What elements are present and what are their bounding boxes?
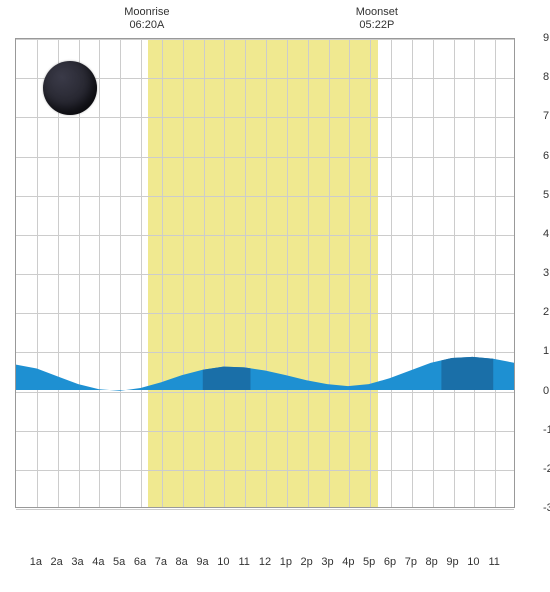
y-tick-label: 2 — [537, 306, 550, 318]
y-tick-label: 1 — [537, 345, 550, 357]
tide-chart: -3-2-101234567891a2a3a4a5a6a7a8a9a101112… — [0, 0, 550, 550]
x-tick-label: 4p — [338, 550, 358, 592]
x-tick-label: 1a — [26, 550, 46, 592]
x-tick-label: 5a — [109, 550, 129, 592]
moonset-title: Moonset — [356, 6, 398, 19]
x-tick-label: 2a — [47, 550, 67, 592]
x-tick-label: 8p — [422, 550, 442, 592]
x-tick-label: 5p — [359, 550, 379, 592]
x-tick-label: 6p — [380, 550, 400, 592]
x-tick-label: 10 — [463, 550, 483, 592]
x-tick-label: 7a — [151, 550, 171, 592]
y-tick-label: 4 — [537, 228, 550, 240]
x-tick-label: 2p — [297, 550, 317, 592]
x-tick-label: 1p — [276, 550, 296, 592]
y-tick-label: 9 — [537, 32, 550, 44]
y-tick-label: -1 — [537, 424, 550, 436]
x-tick-label: 8a — [172, 550, 192, 592]
y-tick-label: 0 — [537, 385, 550, 397]
y-tick-label: 7 — [537, 110, 550, 122]
plot-area — [15, 38, 515, 508]
x-tick-label: 10 — [213, 550, 233, 592]
tide-area — [16, 39, 514, 507]
y-tick-label: 5 — [537, 189, 550, 201]
moonrise-label: Moonrise06:20A — [124, 6, 169, 32]
y-tick-label: 6 — [537, 150, 550, 162]
moonset-label: Moonset05:22P — [356, 6, 398, 32]
moonrise-time: 06:20A — [124, 19, 169, 32]
moon-phase-icon — [43, 61, 97, 115]
x-tick-label: 3p — [318, 550, 338, 592]
x-tick-label: 11 — [234, 550, 254, 592]
grid-line — [16, 509, 514, 510]
x-tick-label: 9a — [193, 550, 213, 592]
y-tick-label: -2 — [537, 463, 550, 475]
x-tick-label: 3a — [68, 550, 88, 592]
x-tick-label: 7p — [401, 550, 421, 592]
moonset-time: 05:22P — [356, 19, 398, 32]
x-tick-label: 9p — [443, 550, 463, 592]
y-tick-label: 3 — [537, 267, 550, 279]
y-tick-label: 8 — [537, 71, 550, 83]
x-tick-label: 4a — [88, 550, 108, 592]
x-tick-label: 12 — [255, 550, 275, 592]
moonrise-title: Moonrise — [124, 6, 169, 19]
y-tick-label: -3 — [537, 502, 550, 514]
x-tick-label: 11 — [484, 550, 504, 592]
x-tick-label: 6a — [130, 550, 150, 592]
